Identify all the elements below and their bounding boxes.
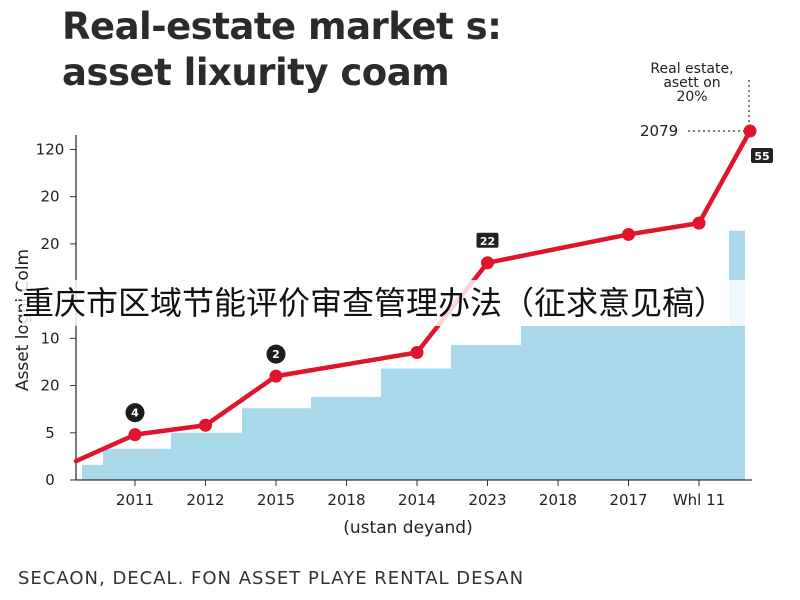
y-tick-label-0: 0 [45, 471, 55, 489]
chart-title: Real-estate market s: asset lixurity coa… [62, 4, 502, 96]
x-tick-label-0: 2011 [116, 491, 154, 509]
marker-badge-0 [125, 403, 145, 423]
bar-7 [521, 326, 591, 480]
marker-badge-2 [476, 232, 499, 248]
marker-badge-3 [751, 148, 773, 163]
x-tick-label-4: 2014 [398, 491, 436, 509]
callout-line-2: asett on [663, 75, 721, 91]
marker-label-2: 22 [480, 235, 495, 248]
overlay-caption: 重庆市区域节能评价审查管理办法（征求意见稿） [22, 280, 792, 326]
callout-line-3: 20% [676, 89, 708, 105]
marker-label-0: 4 [131, 407, 139, 420]
x-tick-label-7: 2017 [609, 491, 647, 509]
x-tick-label-6: 2018 [539, 491, 577, 509]
y-tick-label-5: 20 [40, 188, 59, 206]
bar-9 [661, 326, 729, 480]
bar-1 [103, 448, 171, 480]
y-tick-label-1: 5 [45, 424, 55, 442]
x-tick-label-3: 2018 [327, 491, 365, 509]
chart-title-line-1: Real-estate market s: [62, 5, 502, 48]
data-point-8 [743, 124, 757, 138]
x-tick-label-2: 2015 [257, 491, 295, 509]
footer-caption: SECAON, DECAL. FON ASSET PLAYE RENTAL DE… [18, 568, 525, 589]
bar-2 [171, 432, 242, 480]
x-tick-label-5: 2023 [468, 491, 506, 509]
callout-year: 2079 [640, 122, 679, 140]
marker-badge-1 [266, 344, 286, 364]
bar-4 [311, 396, 381, 480]
bar-0 [82, 464, 103, 480]
y-tick-label-2: 20 [40, 377, 59, 395]
chart-title-line-2: asset lixurity coam [62, 51, 450, 94]
bar-8 [591, 326, 661, 480]
y-tick-label-4: 20 [40, 235, 59, 253]
data-point-5 [481, 256, 494, 270]
x-tick-label-8: Whl 11 [673, 491, 725, 509]
bar-5 [381, 368, 451, 480]
x-axis-label: (ustan deyand) [343, 518, 472, 538]
data-point-4 [410, 346, 424, 359]
data-point-3 [269, 369, 283, 383]
marker-label-1: 2 [272, 348, 280, 361]
callout-annotation: Real estate, asett on 20% [622, 62, 762, 104]
bar-10 [729, 230, 745, 480]
data-point-7 [692, 216, 706, 230]
marker-label-3: 55 [754, 150, 769, 163]
callout-line-1: Real estate, [650, 61, 734, 77]
data-point-2 [199, 418, 212, 432]
y-tick-label-3: 10 [40, 329, 59, 347]
y-tick-label-6: 120 [36, 140, 65, 158]
x-tick-label-1: 2012 [186, 491, 224, 509]
data-point-1 [128, 428, 142, 442]
bar-6 [451, 344, 521, 480]
data-point-6 [622, 227, 635, 241]
bar-3 [242, 408, 311, 480]
